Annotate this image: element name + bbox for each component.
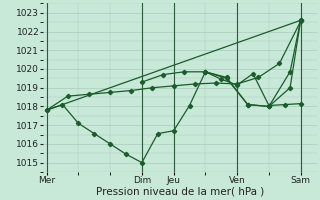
X-axis label: Pression niveau de la mer( hPa ): Pression niveau de la mer( hPa ) [96,187,264,197]
